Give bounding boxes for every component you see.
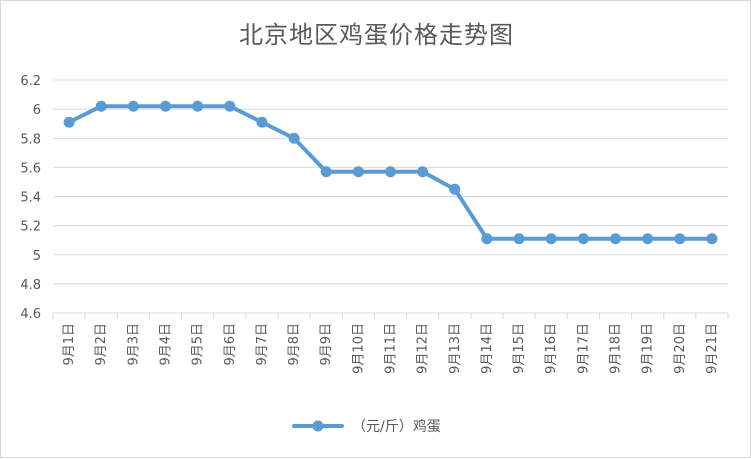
data-point bbox=[160, 100, 171, 112]
x-tick-label: 9月16日 bbox=[544, 323, 559, 374]
data-point bbox=[417, 166, 429, 178]
x-tick-label: 9月8日 bbox=[287, 323, 302, 366]
legend-marker bbox=[312, 420, 324, 432]
data-point bbox=[674, 233, 686, 245]
data-point bbox=[352, 166, 364, 178]
y-tick-label: 5.2 bbox=[20, 220, 41, 235]
data-point bbox=[610, 233, 621, 245]
x-tick-label: 9月1日 bbox=[62, 323, 77, 366]
y-tick-label: 4.8 bbox=[20, 278, 41, 293]
x-tick-label: 9月5日 bbox=[191, 323, 206, 366]
y-tick-label: 5.4 bbox=[20, 191, 41, 206]
data-point bbox=[320, 166, 332, 178]
x-tick-label: 9月14日 bbox=[480, 323, 495, 374]
x-tick-label: 9月6日 bbox=[223, 323, 238, 366]
data-point bbox=[513, 233, 525, 245]
axis-layer: 4.6 4.8 5 5.2 5.4 5.6 5.8 6 6.2 9月1日 9月2日 9月3日 9月4日 9… bbox=[20, 74, 729, 374]
data-point bbox=[577, 233, 589, 245]
legend-label: （元/斤）鸡蛋 bbox=[352, 418, 441, 435]
data-point bbox=[256, 116, 268, 128]
x-tick-label: 9月13日 bbox=[448, 323, 463, 374]
data-point bbox=[449, 183, 461, 195]
data-point bbox=[127, 100, 139, 112]
x-tick-label: 9月2日 bbox=[94, 323, 109, 366]
x-tick-label: 9月18日 bbox=[609, 323, 624, 374]
y-tick-label: 4.6 bbox=[20, 307, 41, 322]
data-point bbox=[385, 166, 396, 178]
y-tick-label: 5 bbox=[33, 249, 41, 264]
y-tick-label: 6.2 bbox=[20, 74, 41, 89]
x-tick-label: 9月9日 bbox=[319, 323, 334, 366]
x-tick-label: 9月19日 bbox=[641, 323, 656, 374]
data-point bbox=[481, 233, 493, 245]
data-point bbox=[545, 233, 557, 245]
chart-title: 北京地区鸡蛋价格走势图 bbox=[239, 21, 514, 49]
y-tick-label: 5.8 bbox=[20, 132, 41, 147]
data-point bbox=[224, 100, 236, 112]
data-point bbox=[288, 132, 300, 144]
y-tick-label: 5.6 bbox=[20, 161, 41, 176]
data-point bbox=[642, 233, 654, 245]
x-tick-label: 9月21日 bbox=[705, 323, 720, 374]
x-tick-label: 9月3日 bbox=[126, 323, 141, 366]
data-point bbox=[63, 116, 75, 128]
x-tick-label: 9月11日 bbox=[384, 323, 399, 374]
x-tick-label: 9月17日 bbox=[576, 323, 591, 374]
grid-layer bbox=[53, 79, 728, 314]
series-layer bbox=[63, 100, 718, 245]
x-tick-label: 9月20日 bbox=[673, 323, 688, 374]
x-tick-label: 9月7日 bbox=[255, 323, 270, 366]
data-point bbox=[706, 233, 718, 245]
x-tick-label: 9月15日 bbox=[512, 323, 527, 374]
x-tick-label: 9月12日 bbox=[416, 323, 431, 374]
x-tick-label: 9月4日 bbox=[159, 323, 174, 366]
data-point bbox=[95, 100, 107, 112]
data-point bbox=[192, 100, 204, 112]
x-tick-label: 9月10日 bbox=[351, 323, 366, 374]
y-tick-label: 6 bbox=[33, 103, 41, 118]
legend: （元/斤）鸡蛋 bbox=[292, 418, 441, 435]
